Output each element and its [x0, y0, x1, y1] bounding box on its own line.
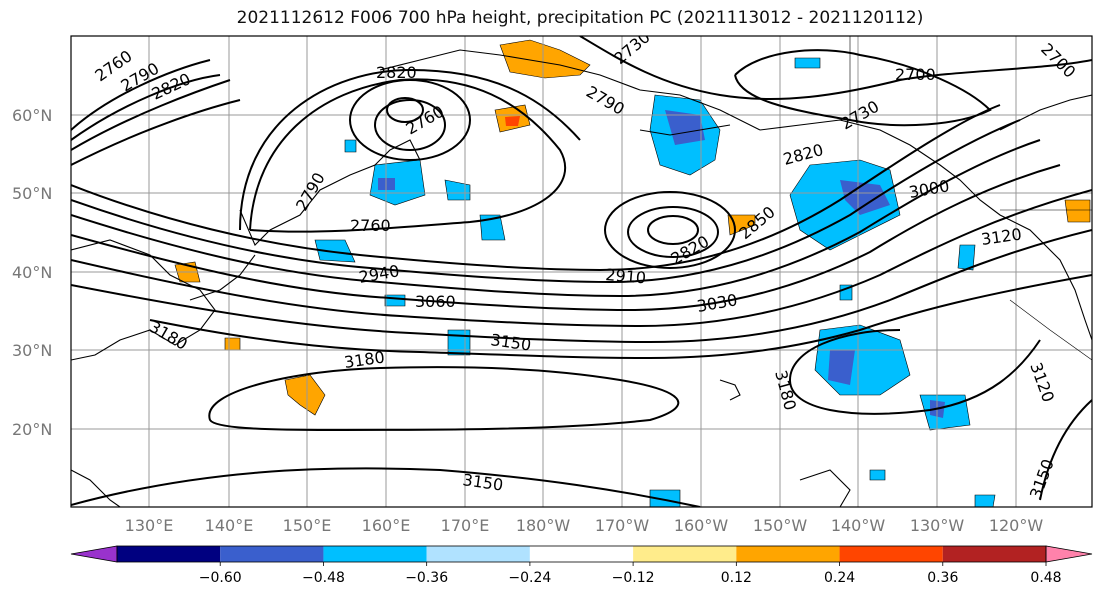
- contour-label: 2760: [350, 216, 391, 235]
- colorbar-cell: [426, 546, 530, 562]
- contour-label: 3180: [771, 368, 800, 412]
- lat-label: 20°N: [12, 420, 52, 439]
- colorbar-cell: [323, 546, 427, 562]
- lon-label: 130°E: [125, 516, 174, 535]
- colorbar-extend-low: [70, 545, 118, 563]
- contour-label: 2730: [610, 27, 653, 68]
- colorbar-tick-label: −0.48: [302, 570, 345, 586]
- contour-label: 3030: [695, 290, 738, 316]
- colorbar-tick-label: 0.12: [721, 570, 752, 586]
- colorbar: −0.60 −0.48 −0.36 −0.24 −0.12 0.12 0.24 0.36 0.4…: [70, 545, 1093, 586]
- contour-label: 3180: [146, 317, 191, 354]
- colorbar-cell: [839, 546, 943, 562]
- colorbar-cell: [529, 546, 634, 562]
- lat-label: 50°N: [12, 184, 52, 203]
- lon-label: 120°W: [989, 516, 1044, 535]
- colorbar-tick-label: −0.60: [199, 570, 242, 586]
- contour-label: 2820: [376, 63, 417, 82]
- contour-label: 3150: [1026, 457, 1058, 502]
- contour-label: 2700: [895, 65, 936, 84]
- lon-label: 150°W: [753, 516, 808, 535]
- colorbar-tick-label: 0.48: [1030, 570, 1061, 586]
- colorbar-tick-label: −0.12: [612, 570, 655, 586]
- colorbar-tick-label: −0.36: [405, 570, 448, 586]
- latitude-labels: 20°N 30°N 40°N 50°N 60°N: [12, 106, 52, 439]
- colorbar-tick-label: 0.24: [824, 570, 855, 586]
- lon-label: 140°E: [205, 516, 254, 535]
- colorbar-frame: [116, 545, 1047, 563]
- contour-labels: 2760 2790 2820 2820 2760 2790 2760 2940 …: [91, 27, 1079, 502]
- contour-label: 2790: [292, 169, 329, 214]
- lon-label: 170°E: [441, 516, 490, 535]
- colorbar-cell: [117, 546, 221, 562]
- national-borders: [849, 36, 1092, 361]
- lon-label: 180°W: [516, 516, 571, 535]
- contour-label: 2700: [1037, 39, 1079, 81]
- colorbar-cell: [633, 546, 737, 562]
- colorbar-cell: [942, 546, 1046, 562]
- colorbar-cell: [220, 546, 324, 562]
- precipitation-shading: [174, 39, 1091, 507]
- contour-label: 2850: [735, 202, 778, 243]
- colorbar-tick-label: 0.36: [927, 570, 958, 586]
- coastlines: [71, 49, 1092, 507]
- contour-label: 2730: [838, 97, 883, 134]
- lon-label: 150°E: [283, 516, 332, 535]
- contour-label: 3120: [1026, 360, 1058, 405]
- contour-label: 3060: [415, 292, 456, 311]
- contour-label: 3150: [461, 470, 504, 494]
- lon-label: 170°W: [595, 516, 650, 535]
- contour-label: 2910: [605, 265, 647, 287]
- height-contours: [71, 36, 1092, 507]
- contour-label: 2790: [583, 82, 628, 119]
- lon-label: 130°W: [910, 516, 965, 535]
- colorbar-tick-label: −0.24: [508, 570, 551, 586]
- lon-label: 160°E: [362, 516, 411, 535]
- colorbar-extend-high: [1045, 545, 1093, 563]
- lat-label: 40°N: [12, 263, 52, 282]
- lon-label: 140°W: [831, 516, 886, 535]
- longitude-labels: 130°E 140°E 150°E 160°E 170°E 180°W 170°…: [125, 516, 1044, 535]
- lon-label: 160°W: [674, 516, 729, 535]
- contour-label: 3150: [489, 330, 532, 354]
- contour-label: 2760: [403, 102, 448, 139]
- map-frame: [70, 35, 1093, 508]
- lat-label: 60°N: [12, 106, 52, 125]
- contour-label: 3000: [907, 176, 950, 202]
- colorbar-cell: [736, 546, 840, 562]
- lat-label: 30°N: [12, 341, 52, 360]
- lat-lon-grid: [71, 36, 1092, 507]
- map-title: 2021112612 F006 700 hPa height, precipit…: [236, 8, 924, 28]
